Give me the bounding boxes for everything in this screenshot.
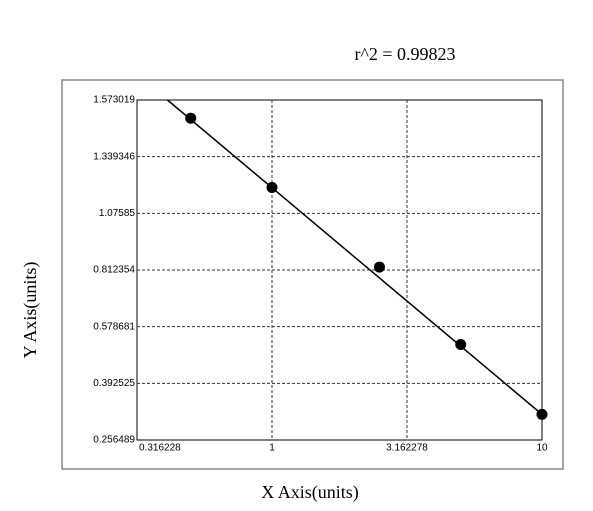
data-point	[373, 261, 385, 273]
y-axis-label: Y Axis(units)	[20, 262, 41, 359]
y-tick-label: 0.256489	[93, 435, 135, 446]
plot-layer: 0.256489 0.392525 0.578681 0.812354 1.07585 1…	[93, 95, 548, 454]
data-point	[455, 339, 467, 351]
y-tick-label: 0.578681	[93, 321, 135, 332]
data-point	[185, 112, 197, 124]
x-tick-label: 1	[269, 443, 275, 454]
data-point	[536, 408, 548, 420]
y-tick-label: 1.573019	[93, 95, 135, 106]
y-tick-label: 0.812354	[93, 265, 135, 276]
x-tick-label: 10	[536, 443, 548, 454]
x-axis-label: X Axis(units)	[261, 482, 359, 503]
chart-title: r^2 = 0.99823	[354, 44, 455, 64]
y-tick-label: 1.07585	[99, 208, 136, 219]
x-tick-label: 0.316228	[139, 443, 181, 454]
y-tick-label: 1.339346	[93, 151, 135, 162]
data-point	[266, 181, 278, 193]
y-tick-label: 0.392525	[93, 378, 135, 389]
x-tick-label: 3.162278	[386, 443, 428, 454]
fit-line	[166, 99, 543, 415]
frame	[61, 79, 564, 470]
